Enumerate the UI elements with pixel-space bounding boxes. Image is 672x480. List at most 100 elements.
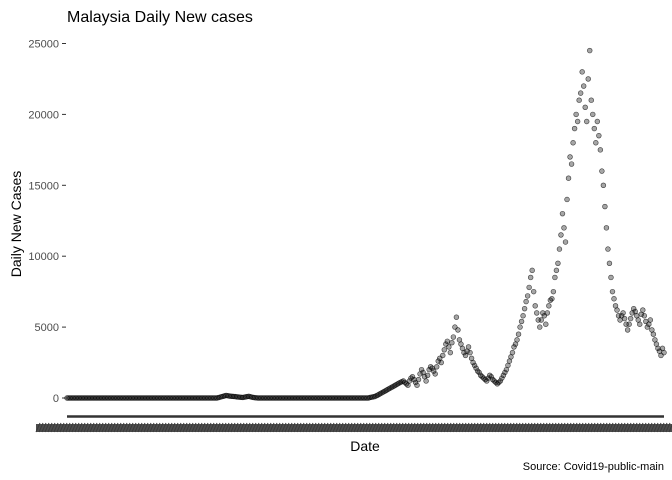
x-tick-label-stroke	[317, 422, 323, 433]
x-tick-label-stroke	[356, 422, 362, 433]
data-point	[517, 324, 523, 330]
x-tick-label-stroke	[212, 422, 218, 433]
x-tick-label-stroke	[404, 422, 410, 433]
x-tick-label-stroke	[515, 422, 521, 433]
x-tick-label-stroke	[524, 422, 530, 433]
x-tick-label-stroke	[293, 422, 299, 433]
x-tick-label-stroke	[83, 422, 89, 433]
data-point	[588, 97, 594, 103]
x-tick-label-stroke	[383, 422, 389, 433]
data-point	[593, 140, 599, 146]
data-point	[473, 365, 479, 371]
data-point	[561, 225, 567, 231]
x-tick-label-stroke	[203, 422, 209, 433]
x-tick-label-stroke	[59, 422, 65, 433]
data-point	[597, 147, 604, 153]
x-tick-label-stroke	[608, 422, 614, 433]
data-point	[435, 358, 441, 364]
x-tick-label-stroke	[548, 422, 554, 433]
data-point	[596, 132, 602, 139]
x-tick-label-stroke	[644, 422, 650, 433]
data-point	[476, 369, 482, 376]
x-tick-label-stroke	[359, 422, 365, 433]
x-tick-label-stroke	[272, 422, 278, 433]
x-tick-label-stroke	[377, 422, 383, 433]
x-tick-label-stroke	[305, 422, 311, 433]
x-tick-label-stroke	[668, 424, 672, 433]
data-point	[515, 331, 522, 337]
data-point	[565, 175, 572, 181]
data-point	[568, 161, 575, 167]
data-point	[637, 321, 643, 327]
x-tick-label-stroke	[593, 422, 599, 433]
data-point	[414, 382, 420, 388]
x-tick-label-stroke	[44, 422, 50, 433]
data-point	[438, 359, 444, 366]
x-tick-label-stroke	[170, 422, 176, 433]
data-point	[390, 383, 396, 390]
data-point	[423, 378, 429, 384]
x-tick-label-stroke	[434, 422, 440, 433]
x-tick-label-stroke	[209, 422, 215, 433]
data-point	[606, 260, 613, 266]
data-point	[384, 387, 390, 393]
x-tick-label-stroke	[236, 422, 242, 433]
data-point	[432, 371, 438, 377]
data-point	[558, 232, 564, 238]
data-point	[605, 246, 611, 252]
data-point	[559, 210, 566, 217]
data-point	[509, 349, 516, 356]
x-tick-label-stroke	[347, 422, 353, 433]
x-tick-label-stroke	[611, 422, 617, 433]
x-tick-label-stroke	[290, 422, 296, 433]
data-point	[441, 347, 447, 353]
data-point	[644, 324, 651, 330]
x-tick-label-stroke	[92, 422, 98, 433]
data-point	[591, 125, 597, 132]
x-tick-label-stroke	[443, 422, 449, 433]
x-tick-label-stroke	[503, 422, 509, 433]
x-tick-label-stroke	[314, 422, 320, 433]
data-point	[418, 366, 425, 373]
x-tick-label-stroke	[656, 422, 662, 433]
data-point	[544, 310, 551, 316]
x-tick-label-stroke	[41, 422, 47, 433]
data-point	[608, 274, 614, 281]
x-tick-label-stroke	[71, 422, 77, 433]
x-tick-label-stroke	[470, 422, 476, 433]
x-tick-label-stroke	[200, 422, 206, 433]
data-point	[424, 372, 431, 379]
y-tick-label: 20000	[28, 109, 59, 121]
x-tick-label-stroke	[221, 422, 227, 433]
x-tick-label-stroke	[566, 422, 572, 433]
x-tick-label-stroke	[131, 422, 137, 433]
data-point	[543, 321, 549, 327]
x-tick-label-stroke	[98, 422, 104, 433]
x-tick-label-stroke	[341, 422, 347, 433]
x-tick-label-stroke	[119, 422, 125, 433]
y-tick-label: 25000	[28, 39, 59, 51]
x-tick-label-stroke	[368, 422, 374, 433]
x-tick-label-stroke	[245, 422, 251, 433]
data-point	[434, 364, 440, 370]
x-tick-label-stroke	[251, 422, 257, 433]
x-tick-label-stroke	[374, 422, 380, 433]
data-point	[532, 303, 538, 309]
x-tick-label-stroke	[173, 422, 179, 433]
x-tick-label-stroke	[338, 422, 344, 433]
x-tick-label-stroke	[512, 422, 518, 433]
x-tick-label-stroke	[650, 422, 656, 433]
data-point	[514, 337, 520, 343]
x-tick-label-stroke	[284, 422, 290, 433]
x-tick-label-stroke	[665, 422, 671, 433]
x-tick-label-stroke	[446, 422, 452, 433]
x-tick-label-stroke	[266, 422, 272, 433]
data-point	[582, 104, 588, 111]
data-point	[393, 382, 399, 388]
x-tick-label-stroke	[320, 422, 326, 433]
x-tick-label-stroke	[530, 422, 536, 433]
x-tick-label-stroke	[269, 422, 275, 433]
x-tick-label-stroke	[329, 422, 335, 433]
data-point	[511, 344, 517, 350]
x-tick-label-stroke	[275, 422, 281, 433]
